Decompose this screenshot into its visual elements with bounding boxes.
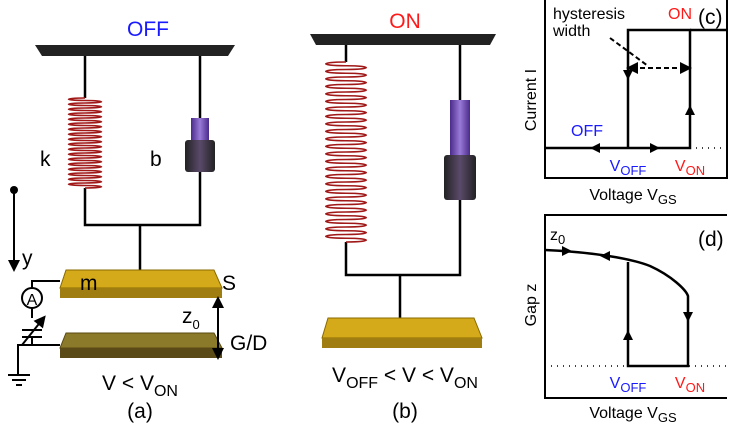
v-on-main: V <box>675 158 686 175</box>
damper-body <box>185 140 215 172</box>
panel-c: hysteresis width ON (c) Current I OFF VO… <box>523 0 727 207</box>
damper-body <box>444 155 476 200</box>
support <box>35 45 235 56</box>
v-on-sub: ON <box>686 163 706 178</box>
condition: V < VON <box>102 372 178 400</box>
coil <box>69 98 102 188</box>
condition-sub: ON <box>154 383 178 400</box>
drain-label: G/D <box>230 332 267 355</box>
start-label: z0 <box>550 227 565 247</box>
figure: OFF k b y m S z0 G/D A V < VON (a) ON <box>0 0 730 432</box>
condition-v1: V <box>332 364 346 387</box>
panel-label: (b) <box>392 400 418 423</box>
condition-mid: < V < V <box>378 364 454 387</box>
panel-a: OFF k b y m S z0 G/D A V < VON (a) <box>8 18 267 423</box>
off-label: OFF <box>571 123 603 140</box>
ammeter-label: A <box>27 292 38 309</box>
x-axis-main: Voltage V <box>589 405 658 422</box>
gap-main: z <box>182 305 193 328</box>
v-off: VOFF <box>610 158 647 178</box>
on-label: ON <box>668 6 692 23</box>
annotation: width <box>552 23 590 40</box>
x-axis-label: Voltage VGS <box>589 405 677 425</box>
v-on: VON <box>675 158 705 178</box>
damper-label: b <box>150 148 162 171</box>
gap-curve <box>545 250 688 366</box>
annotation: hysteresis <box>553 6 625 23</box>
start-sub: 0 <box>558 232 565 247</box>
hysteresis-loop <box>545 30 690 148</box>
spring <box>69 98 102 188</box>
condition-sub2: ON <box>454 375 478 392</box>
gap-sub: 0 <box>193 317 200 332</box>
condition: VOFF < V < VON <box>332 364 478 392</box>
source-plate <box>322 318 482 338</box>
panel-d: z0 (d) Gap z VOFF VON Voltage VGS <box>523 215 727 425</box>
start-main: z <box>550 227 558 244</box>
coil <box>326 62 367 242</box>
support <box>310 34 496 45</box>
v-on-main: V <box>675 375 686 392</box>
direction-arrows <box>590 70 695 153</box>
damper-piston <box>450 100 470 158</box>
x-axis-sub: GS <box>658 410 677 425</box>
gate-plate <box>60 333 222 348</box>
v-off: VOFF <box>610 375 647 395</box>
frame <box>85 56 200 272</box>
x-axis-label: Voltage VGS <box>589 187 677 207</box>
damper-piston <box>191 118 209 142</box>
panel-label: (d) <box>698 228 724 251</box>
condition-sub1: OFF <box>346 375 378 392</box>
v-off-sub: OFF <box>620 380 646 395</box>
spring-label: k <box>40 148 51 171</box>
v-off-main: V <box>610 158 621 175</box>
v-on-sub: ON <box>686 380 706 395</box>
state-label: ON <box>389 10 421 33</box>
x-axis-sub: GS <box>658 192 677 207</box>
condition-main: V < V <box>102 372 154 395</box>
v-off-sub: OFF <box>620 163 646 178</box>
x-axis-main: Voltage V <box>589 187 658 204</box>
y-axis-label: Gap z <box>523 284 540 327</box>
panel-label: (a) <box>127 400 153 423</box>
gate-edge <box>60 348 222 358</box>
panel-b: ON VOFF < V < VON (b) <box>310 10 496 423</box>
frame <box>346 45 460 322</box>
gap-label: z0 <box>182 305 200 332</box>
v-on: VON <box>675 375 705 395</box>
mass-label: m <box>80 272 98 295</box>
source-label: S <box>222 272 236 295</box>
y-axis-label: Current I <box>523 69 540 131</box>
panel-label: (c) <box>698 6 723 29</box>
state-label: OFF <box>127 18 169 41</box>
spring <box>326 62 367 242</box>
source-edge <box>322 338 482 348</box>
axis-label: y <box>22 247 33 270</box>
v-off-main: V <box>610 375 621 392</box>
